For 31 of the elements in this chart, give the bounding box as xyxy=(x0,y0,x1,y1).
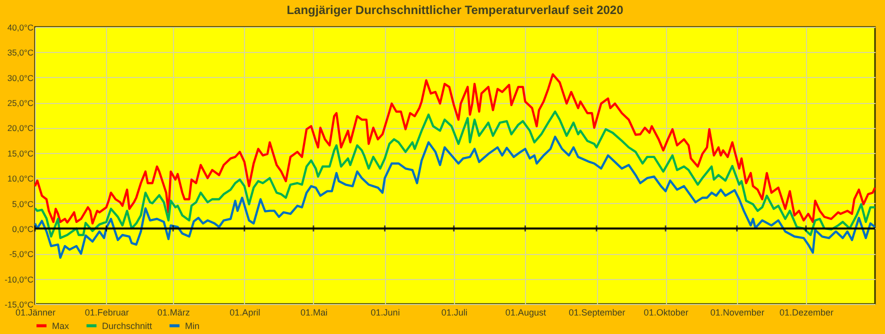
y-tick-label: 40,0°C xyxy=(7,22,34,32)
y-tick-label: 15,0°C xyxy=(7,148,34,158)
x-tick-label: 01.Dezember xyxy=(779,308,834,318)
y-tick-label: 5,0°C xyxy=(12,198,34,209)
y-tick-label: -10,0°C xyxy=(4,274,34,284)
y-tick-label: 30,0°C xyxy=(7,72,34,83)
x-tick-label: 01.Jänner xyxy=(15,308,56,318)
x-tick-label: 01.Mai xyxy=(300,308,328,318)
x-tick-label: 01.Februar xyxy=(84,308,129,318)
y-tick-label: 10,0°C xyxy=(7,174,34,184)
x-tick-label: 01.April xyxy=(230,308,260,318)
x-tick-label: 01.November xyxy=(710,308,764,318)
y-tick-label: 20,0°C xyxy=(7,123,34,134)
line-series xyxy=(34,136,876,259)
chart-title: Langjäriger Durchschnittlicher Temperaturverlauf seit 2020 xyxy=(286,3,624,17)
y-tick-label: -5,0°C xyxy=(9,249,34,260)
legend-label: Durchschnitt xyxy=(102,320,153,331)
x-tick-label: 01.August xyxy=(505,308,546,318)
y-tick-label: 0,0°C xyxy=(12,224,34,234)
legend-label: Min xyxy=(185,320,200,331)
x-tick-label: 01.Oktober xyxy=(644,308,688,318)
y-tick-label: 35,0°C xyxy=(7,48,34,58)
x-tick-label: 01.Juni xyxy=(370,308,400,318)
line-series xyxy=(34,110,876,240)
line-series xyxy=(34,73,876,225)
x-tick-label: 01.September xyxy=(568,308,626,318)
y-tick-label: 25,0°C xyxy=(7,98,34,108)
x-tick-label: 01.März xyxy=(157,308,190,318)
y-tick-label: -15,0°C xyxy=(4,300,34,310)
x-tick-label: 01.Juli xyxy=(441,308,468,318)
legend-label: Max xyxy=(52,320,70,331)
